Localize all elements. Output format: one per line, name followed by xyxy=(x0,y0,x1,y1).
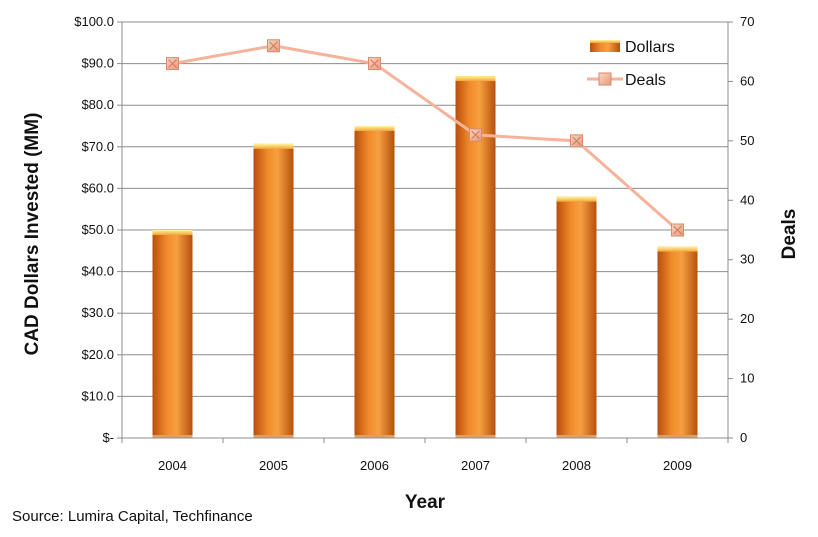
y2-tick-label: 40 xyxy=(740,192,754,207)
bar-top-cap xyxy=(152,230,193,235)
line-series xyxy=(166,39,684,237)
y-tick-label: $80.0 xyxy=(81,97,114,112)
deals-point-2008 xyxy=(570,134,583,148)
legend: Dollars Deals xyxy=(587,39,675,89)
deals-marker-cross xyxy=(168,59,177,68)
bar-base xyxy=(455,435,496,438)
y-tick-label: $- xyxy=(102,430,114,445)
bar-series xyxy=(152,76,698,438)
y2-tick-label: 10 xyxy=(740,371,754,386)
legend-label-dollars: Dollars xyxy=(625,39,675,56)
y-tick-label: $20.0 xyxy=(81,347,114,362)
bar-base xyxy=(354,435,395,438)
y2-tick-label: 70 xyxy=(740,14,754,29)
bar-2004 xyxy=(152,230,193,438)
legend-label-deals: Deals xyxy=(625,72,666,89)
y2-tick-label: 50 xyxy=(740,133,754,148)
legend-swatch-deals-marker xyxy=(598,72,612,86)
bar-2006 xyxy=(354,126,395,438)
x-tick-labels: 2004 2005 2006 2007 2008 2009 xyxy=(158,458,692,473)
y2-axis-title: Deals xyxy=(779,209,800,260)
y-tick-label: $10.0 xyxy=(81,388,114,403)
bar-top-cap xyxy=(657,246,698,252)
x-tick-label: 2008 xyxy=(562,458,591,473)
x-tick-label: 2009 xyxy=(663,458,692,473)
y-axis-title: CAD Dollars Invested (MM) xyxy=(22,113,43,356)
y-tick-label: $70.0 xyxy=(81,139,114,154)
bar-body xyxy=(152,230,193,438)
deals-line xyxy=(172,44,679,232)
bar-base xyxy=(253,435,294,438)
y-tick-labels: $- $10.0 $20.0 $30.0 $40.0 $50.0 $60.0 $70.0 $80… xyxy=(74,14,114,445)
bar-top-cap xyxy=(354,126,395,131)
bar-2005 xyxy=(253,143,294,438)
deals-marker-cross xyxy=(370,59,379,68)
gridlines xyxy=(122,21,728,439)
bar-body xyxy=(556,196,597,438)
y2-tick-label: 60 xyxy=(740,73,754,88)
y2-tick-label: 0 xyxy=(740,430,747,445)
bar-body xyxy=(354,126,395,438)
bar-base xyxy=(657,435,698,438)
bar-2008 xyxy=(556,196,597,438)
x-axis-title: Year xyxy=(405,492,446,513)
deals-point-2007 xyxy=(469,128,482,142)
y-tick-label: $100.0 xyxy=(74,14,114,29)
x-tick-label: 2005 xyxy=(259,458,288,473)
x-tick-label: 2007 xyxy=(461,458,490,473)
deals-marker-cross xyxy=(673,225,682,235)
y2-tick-label: 30 xyxy=(740,252,754,267)
x-tick-label: 2004 xyxy=(158,458,187,473)
bar-body xyxy=(253,143,294,438)
source-note: Source: Lumira Capital, Techfinance xyxy=(12,508,253,525)
deals-point-2004 xyxy=(166,57,179,71)
bar-base xyxy=(152,435,193,438)
y2-tick-label: 20 xyxy=(740,311,754,326)
bar-2009 xyxy=(657,246,698,438)
bar-top-cap xyxy=(556,196,597,202)
deals-marker-cross xyxy=(572,136,581,146)
legend-swatch-dollars-cap xyxy=(590,40,620,43)
x-tick-label: 2006 xyxy=(360,458,389,473)
y-tick-label: $90.0 xyxy=(81,56,114,71)
deals-marker-cross xyxy=(471,130,480,140)
y2-tick-labels: 0 10 20 30 40 50 60 70 xyxy=(740,14,754,445)
y-tick-label: $50.0 xyxy=(81,222,114,237)
y-tick-label: $30.0 xyxy=(81,305,114,320)
deals-point-2006 xyxy=(368,57,381,71)
bar-top-cap xyxy=(253,143,294,149)
y-tick-label: $40.0 xyxy=(81,264,114,279)
bar-body xyxy=(657,246,698,438)
bar-top-cap xyxy=(455,76,496,82)
y-tick-label: $60.0 xyxy=(81,180,114,195)
deals-marker-cross xyxy=(269,41,278,51)
deals-point-2009 xyxy=(671,223,684,237)
axes xyxy=(117,21,733,443)
bar-base xyxy=(556,435,597,438)
deals-point-2005 xyxy=(267,39,280,53)
